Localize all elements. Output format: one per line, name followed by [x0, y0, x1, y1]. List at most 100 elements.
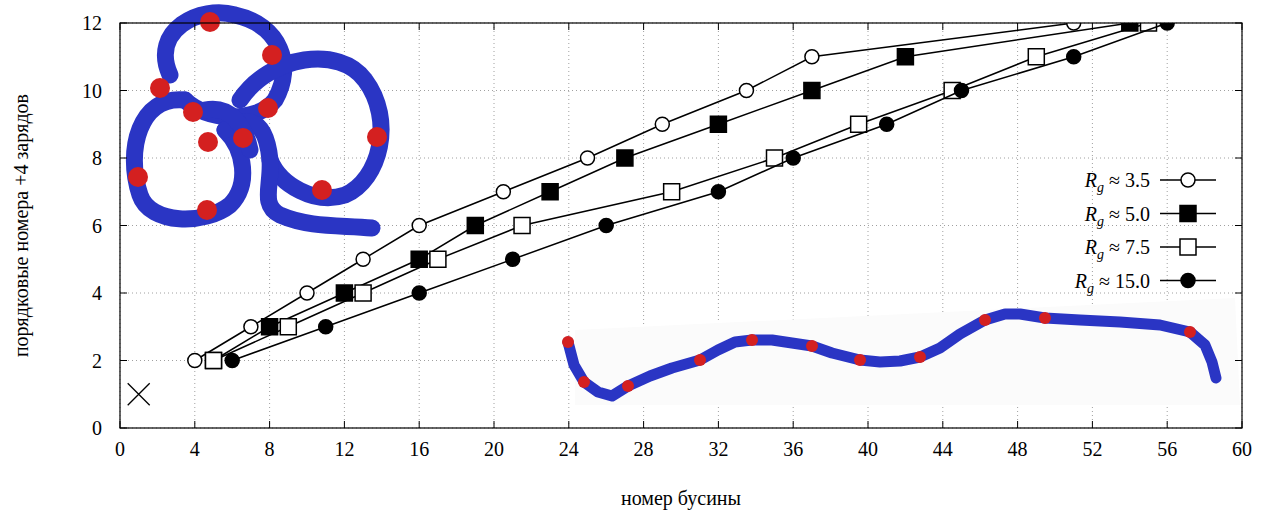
charge-bead [914, 351, 926, 363]
legend-label: Rg ≈ 3.5 [1084, 169, 1150, 195]
tick [1167, 23, 1168, 30]
data-point [655, 117, 669, 131]
data-point [319, 320, 333, 334]
illustration-ground [575, 298, 1240, 405]
charge-bead [150, 78, 170, 98]
tick-label: 28 [634, 438, 654, 460]
charge-bead [1184, 326, 1196, 338]
tick [568, 421, 569, 428]
tick [494, 23, 495, 30]
data-point [897, 49, 913, 65]
chart: 04812162024283236404448525660024681012но… [0, 0, 1282, 517]
data-point [1067, 50, 1081, 64]
tick [120, 360, 127, 361]
data [128, 23, 1175, 405]
charge-bead [746, 334, 758, 346]
tick [269, 421, 270, 428]
tick-label: 52 [1082, 438, 1102, 460]
grid-line [494, 23, 495, 428]
charge-bead [1039, 312, 1051, 324]
charge-bead [578, 376, 590, 388]
data-point [467, 218, 483, 234]
grid-line [120, 293, 1242, 294]
data-point [206, 353, 222, 369]
tick [793, 421, 794, 428]
tick [494, 421, 495, 428]
tick [793, 23, 794, 30]
tick [868, 23, 869, 30]
tick-label: 0 [115, 438, 125, 460]
data-point [128, 383, 150, 405]
legend-label: Rg ≈ 5.0 [1084, 203, 1150, 229]
data-point [514, 218, 530, 234]
charge-bead [258, 98, 278, 118]
tick [120, 23, 121, 30]
chain [568, 314, 1216, 396]
tick [1092, 421, 1093, 428]
plot-frame [120, 23, 1242, 428]
tick-label: 20 [484, 438, 504, 460]
chain [225, 122, 372, 228]
tick [194, 421, 195, 428]
charge-bead [183, 102, 203, 122]
axis-title: номер бусины [621, 487, 741, 510]
axis-title: порядковые номера +4 зарядов [10, 94, 33, 357]
tick-label: 60 [1232, 438, 1252, 460]
charge-bead [128, 167, 148, 187]
data-point [599, 219, 613, 233]
tick [942, 23, 943, 30]
tick [120, 421, 121, 428]
data-point [581, 151, 595, 165]
data-point [804, 83, 820, 99]
legend: Rg ≈ 3.5Rg ≈ 5.0Rg ≈ 7.5Rg ≈ 15.0 [1074, 169, 1216, 296]
tick [1242, 23, 1243, 30]
data-point [188, 354, 202, 368]
data-point [1067, 23, 1081, 30]
data-point [805, 50, 819, 64]
charge-bead [622, 380, 634, 392]
legend-label: Rg ≈ 15.0 [1074, 270, 1150, 296]
data-point [300, 286, 314, 300]
tick [269, 23, 270, 30]
tick [1235, 90, 1242, 91]
tick-label: 0 [92, 417, 102, 439]
tick [1167, 421, 1168, 428]
data-point [1028, 49, 1044, 65]
data-point [786, 151, 800, 165]
data-point [710, 116, 726, 132]
data-point [412, 219, 426, 233]
data-point [225, 354, 239, 368]
legend-marker [1181, 173, 1195, 187]
charge-bead [854, 354, 866, 366]
charge-bead [197, 200, 217, 220]
tick [1017, 23, 1018, 30]
tick [120, 293, 127, 294]
tick [1235, 158, 1242, 159]
charge-bead [262, 45, 282, 65]
tick-label: 40 [858, 438, 878, 460]
tick-label: 48 [1008, 438, 1028, 460]
data-point [711, 185, 725, 199]
tick-label: 8 [92, 147, 102, 169]
legend-marker [1180, 239, 1196, 255]
tick [120, 428, 127, 429]
data-point [664, 184, 680, 200]
tick [643, 23, 644, 30]
tick [1235, 23, 1242, 24]
charge-bead [694, 354, 706, 366]
tick [942, 421, 943, 428]
tick [1235, 360, 1242, 361]
data-point [430, 251, 446, 267]
charge-bead [979, 314, 991, 326]
tick-label: 56 [1157, 438, 1177, 460]
data-point [542, 184, 558, 200]
tick [1017, 421, 1018, 428]
tick [1235, 225, 1242, 226]
tick [419, 23, 420, 30]
tick [120, 90, 127, 91]
legend-marker [1181, 274, 1195, 288]
data-point [506, 252, 520, 266]
tick-label: 24 [559, 438, 579, 460]
tick-label: 4 [92, 282, 102, 304]
tick [718, 23, 719, 30]
